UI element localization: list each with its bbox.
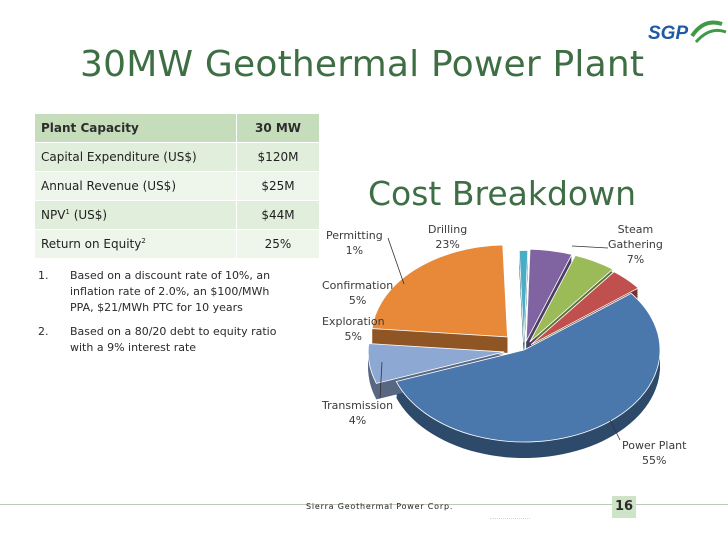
pie-label-confirmation: Confirmation 5% [322, 278, 393, 308]
pie-label-percent: 55% [642, 454, 667, 467]
pie-label-drilling: Drilling 23% [428, 222, 467, 252]
metrics-table: Plant Capacity 30 MW Capital Expenditure… [34, 113, 320, 259]
metrics-row-label: Return on Equity2 [34, 229, 237, 259]
pie-slice-confirmation [525, 248, 573, 342]
leader-line [387, 237, 405, 285]
pie-label-percent: 5% [348, 294, 367, 307]
pie-label-steam-gathering: Steam Gathering 7% [608, 222, 663, 267]
footnote-text: Based on a discount rate of 10%, an infl… [70, 269, 271, 314]
footer-divider [0, 504, 728, 505]
slide-title: 30MW Geothermal Power Plant [80, 44, 645, 85]
footnote-ref: 1 [65, 208, 70, 216]
leader-line [379, 361, 383, 399]
footnote-ref: 2 [141, 237, 146, 245]
sgp-logo: SGP [648, 20, 727, 44]
metrics-row-label: NPV1 (US$) [34, 200, 237, 230]
footer-dots [490, 518, 530, 523]
footnote-number: 1. [38, 269, 49, 282]
pie-slice-permitting [518, 250, 529, 343]
leader-line [571, 245, 609, 249]
footnotes-list: 1. Based on a discount rate of 10%, an i… [38, 268, 294, 364]
pie-label-percent: 5% [344, 330, 362, 343]
pie-label-name: Confirmation [322, 279, 394, 292]
page-number: 16 [612, 496, 636, 518]
pie-label-permitting: Permitting 1% [326, 228, 383, 258]
metrics-row: Capital Expenditure (US$) $120M [34, 142, 320, 172]
pie-slice-transmission [530, 271, 639, 346]
pie-label-name: Power Plant [622, 439, 687, 452]
pie-label-percent: 1% [345, 244, 364, 257]
pie-slice-exploration [529, 254, 614, 343]
pie-slice-drilling [371, 244, 508, 338]
metrics-row: Annual Revenue (US$) $25M [34, 171, 320, 201]
metrics-header-label: Plant Capacity [34, 113, 237, 143]
pie-slice-power-plant [395, 292, 661, 443]
pie-slice-steam-gathering [367, 343, 505, 384]
footnote-text: Based on a 80/20 debt to equity ratio wi… [70, 325, 277, 354]
pie-label-name: Transmission [322, 399, 394, 412]
logo-text: SGP [648, 23, 688, 44]
pie-label-percent: 7% [626, 253, 645, 266]
footnote-item: 1. Based on a discount rate of 10%, an i… [38, 268, 294, 316]
pie-label-exploration: Exploration 5% [322, 314, 385, 344]
metrics-row-value: 25% [236, 229, 320, 259]
metrics-row-value: $120M [236, 142, 320, 172]
pie-label-percent: 4% [348, 414, 367, 427]
metrics-row-label: Annual Revenue (US$) [34, 171, 237, 201]
pie-label-name: Permitting [326, 229, 383, 242]
pie-label-percent: 23% [435, 238, 460, 251]
metrics-row: Return on Equity2 25% [34, 229, 320, 259]
footnote-number: 2. [38, 325, 49, 338]
pie-label-power-plant: Power Plant 55% [622, 438, 686, 468]
metrics-row: NPV1 (US$) $44M [34, 200, 320, 230]
pie-label-transmission: Transmission 4% [322, 398, 393, 428]
leader-line [609, 419, 621, 441]
pie-label-name: Exploration [322, 315, 385, 328]
footer-company: Sierra Geothermal Power Corp. [306, 502, 454, 511]
metrics-row-label: Capital Expenditure (US$) [34, 142, 237, 172]
metrics-row-value: $25M [236, 171, 320, 201]
pie-label-name: Steam Gathering [608, 223, 663, 251]
metrics-row-value: $44M [236, 200, 320, 230]
chart-title: Cost Breakdown [368, 174, 637, 213]
footnote-item: 2. Based on a 80/20 debt to equity ratio… [38, 324, 294, 356]
metrics-header-row: Plant Capacity 30 MW [34, 113, 320, 143]
metrics-header-value: 30 MW [236, 113, 320, 143]
pie-label-name: Drilling [428, 223, 468, 236]
